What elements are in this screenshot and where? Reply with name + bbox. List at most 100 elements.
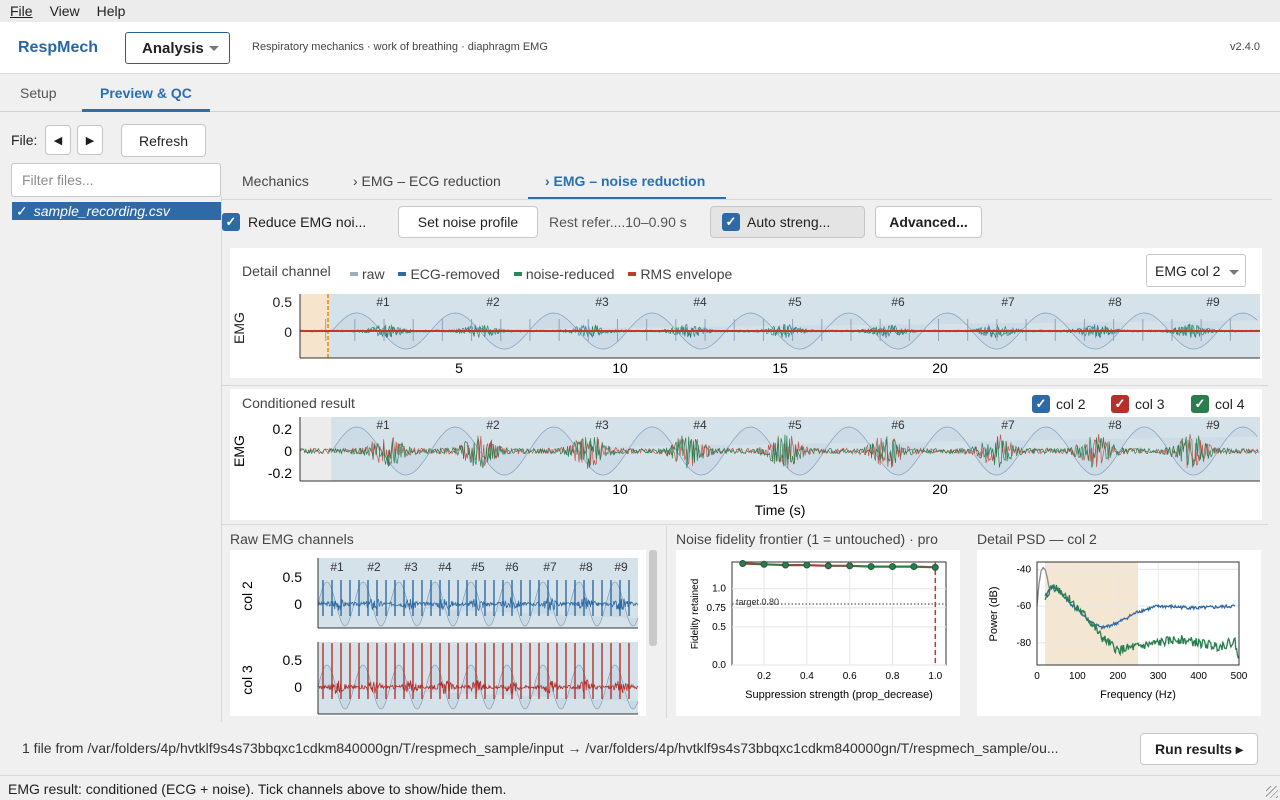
reduce-noise-label: Reduce EMG noi... [248, 214, 367, 230]
xtick: 400 [1190, 671, 1207, 682]
ytick: -60 [1017, 601, 1032, 612]
breath-label: #5 [471, 560, 485, 574]
app-header: RespMech Analysis Respiratory mechanics … [0, 22, 1280, 74]
subtab-ecg-reduction[interactable]: › EMG – ECG reduction [353, 173, 501, 189]
breath-label: #2 [486, 418, 500, 432]
col2-checkbox[interactable]: ✓ [1032, 395, 1050, 413]
xtick-20: 20 [932, 481, 948, 497]
advanced-button[interactable]: Advanced... [875, 206, 982, 238]
xtick-25: 25 [1093, 481, 1109, 497]
raw-panel-scrollbar[interactable] [649, 550, 657, 646]
plot-area [731, 561, 947, 666]
col3-checkbox[interactable]: ✓ [1111, 395, 1129, 413]
menu-file[interactable]: File [10, 3, 33, 19]
panel-divider [222, 524, 1268, 525]
frontier-line [742, 562, 936, 568]
breath-label: #8 [1108, 418, 1122, 432]
breath-label: #9 [1206, 295, 1220, 309]
version-label: v2.4.0 [1230, 41, 1260, 53]
tab-setup[interactable]: Setup [20, 85, 57, 101]
psd-series [1036, 566, 1050, 607]
frontier-point [931, 563, 939, 571]
run-results-button[interactable]: Run results ▸ [1140, 733, 1258, 765]
xtick-15: 15 [772, 360, 788, 376]
raw-panel-title: Raw EMG channels [230, 531, 354, 547]
raw-col3-label: col 3 [239, 665, 255, 695]
auto-strength-toggle[interactable]: ✓ Auto streng... [710, 206, 865, 238]
channel-select[interactable]: EMG col 2 [1146, 254, 1246, 287]
channel-select-value: EMG col 2 [1155, 262, 1221, 279]
frontier-point [846, 562, 854, 570]
xtick: 1.0 [928, 671, 942, 682]
auto-strength-checkbox[interactable]: ✓ [722, 213, 740, 231]
chevron-down-icon [209, 46, 219, 51]
y-axis-label: Fidelity retained [690, 579, 701, 650]
auto-strength-label: Auto streng... [747, 214, 831, 230]
xtick: 0.4 [800, 671, 814, 682]
ytick: 0.0 [712, 660, 726, 671]
app-subtitle: Respiratory mechanics · work of breathin… [252, 41, 548, 53]
set-noise-profile-button[interactable]: Set noise profile [398, 206, 538, 238]
xtick-10: 10 [612, 360, 628, 376]
mode-dropdown[interactable]: Analysis [125, 32, 230, 64]
detail-plot: 0.5 0 EMG 5 10 15 20 25 #1 #2 #3 #4 #5 #6 #7 #8… [231, 294, 1260, 376]
xtick-15: 15 [772, 481, 788, 497]
chevron-down-icon [1229, 270, 1239, 275]
tab-preview-qc[interactable]: Preview & QC [100, 85, 192, 101]
xtick-5: 5 [455, 360, 463, 376]
psd-panel: 0 100 200 300 400 500 -40 -60 -80 Frequency (Hz)… [977, 550, 1261, 716]
menu-bar: File View Help [0, 0, 1280, 22]
subtab-mechanics[interactable]: Mechanics [242, 173, 309, 189]
file-name: sample_recording.csv [33, 203, 170, 219]
psd-chart: 0 100 200 300 400 500 -40 -60 -80 Frequency (Hz)… [988, 561, 1248, 701]
breath-label: #3 [595, 295, 609, 309]
xtick: 0 [1034, 671, 1040, 682]
x-axis-label: Frequency (Hz) [1100, 689, 1176, 701]
y-axis-label: Power (dB) [988, 586, 1000, 641]
menu-view[interactable]: View [49, 3, 80, 19]
ytick: 0.75 [707, 603, 727, 614]
status-divider [0, 775, 1280, 776]
resize-grip[interactable] [1266, 786, 1278, 798]
col4-checkbox[interactable]: ✓ [1191, 395, 1209, 413]
io-path-summary: 1 file from /var/folders/4p/hvtklf9s4s73… [22, 740, 1059, 756]
channel-toggle-col3[interactable]: ✓ col 3 [1111, 395, 1165, 413]
raw-col2-ytick-0: 0 [294, 596, 302, 612]
col3-label: col 3 [1135, 396, 1165, 412]
fidelity-panel-title: Noise fidelity frontier (1 = untouched) … [676, 531, 938, 547]
rest-reference-label: Rest refer....10–0.90 s [549, 214, 687, 230]
main-tabs: Setup Preview & QC [0, 74, 1280, 112]
filter-files-input[interactable]: Filter files... [11, 163, 221, 197]
refresh-button[interactable]: Refresh [121, 124, 206, 157]
xtick: 0.6 [843, 671, 857, 682]
x-axis-label: Time (s) [755, 502, 806, 518]
raw-col3-ytick-0-5: 0.5 [283, 652, 303, 668]
next-file-button[interactable]: ▶ [77, 125, 103, 155]
breath-label: #5 [788, 418, 802, 432]
active-tab-indicator [82, 109, 210, 112]
xtick-20: 20 [932, 360, 948, 376]
menu-help[interactable]: Help [96, 3, 126, 19]
channel-toggle-col2[interactable]: ✓ col 2 [1032, 395, 1086, 413]
detail-legend: raw ECG-removed noise-reduced RMS envelo… [350, 263, 742, 282]
subtab-indicator [528, 197, 726, 199]
panel-divider [222, 385, 1268, 386]
breath-label: #2 [367, 560, 381, 574]
breath-label: #8 [579, 560, 593, 574]
prev-file-button[interactable]: ◀ [45, 125, 71, 155]
channel-toggle-col4[interactable]: ✓ col 4 [1191, 395, 1245, 413]
reduce-noise-checkbox[interactable]: ✓ [222, 213, 240, 231]
ytick-neg-0-2: -0.2 [268, 465, 292, 481]
brand-title: RespMech [18, 39, 99, 56]
rms-swatch [628, 272, 637, 276]
legend-ecg-removed: ECG-removed [398, 266, 500, 282]
breath-label: #4 [438, 560, 452, 574]
breath-label: #1 [376, 418, 390, 432]
ytick-0-5: 0.5 [273, 294, 293, 310]
file-list-item[interactable]: ✓ sample_recording.csv [12, 202, 221, 220]
raw-col3-ytick-0: 0 [294, 679, 302, 695]
ytick-0: 0 [284, 443, 292, 459]
detail-channel-panel: Detail channel raw ECG-removed noise-red… [230, 248, 1262, 378]
xtick: 300 [1150, 671, 1167, 682]
subtab-noise-reduction[interactable]: › EMG – noise reduction [545, 173, 706, 189]
